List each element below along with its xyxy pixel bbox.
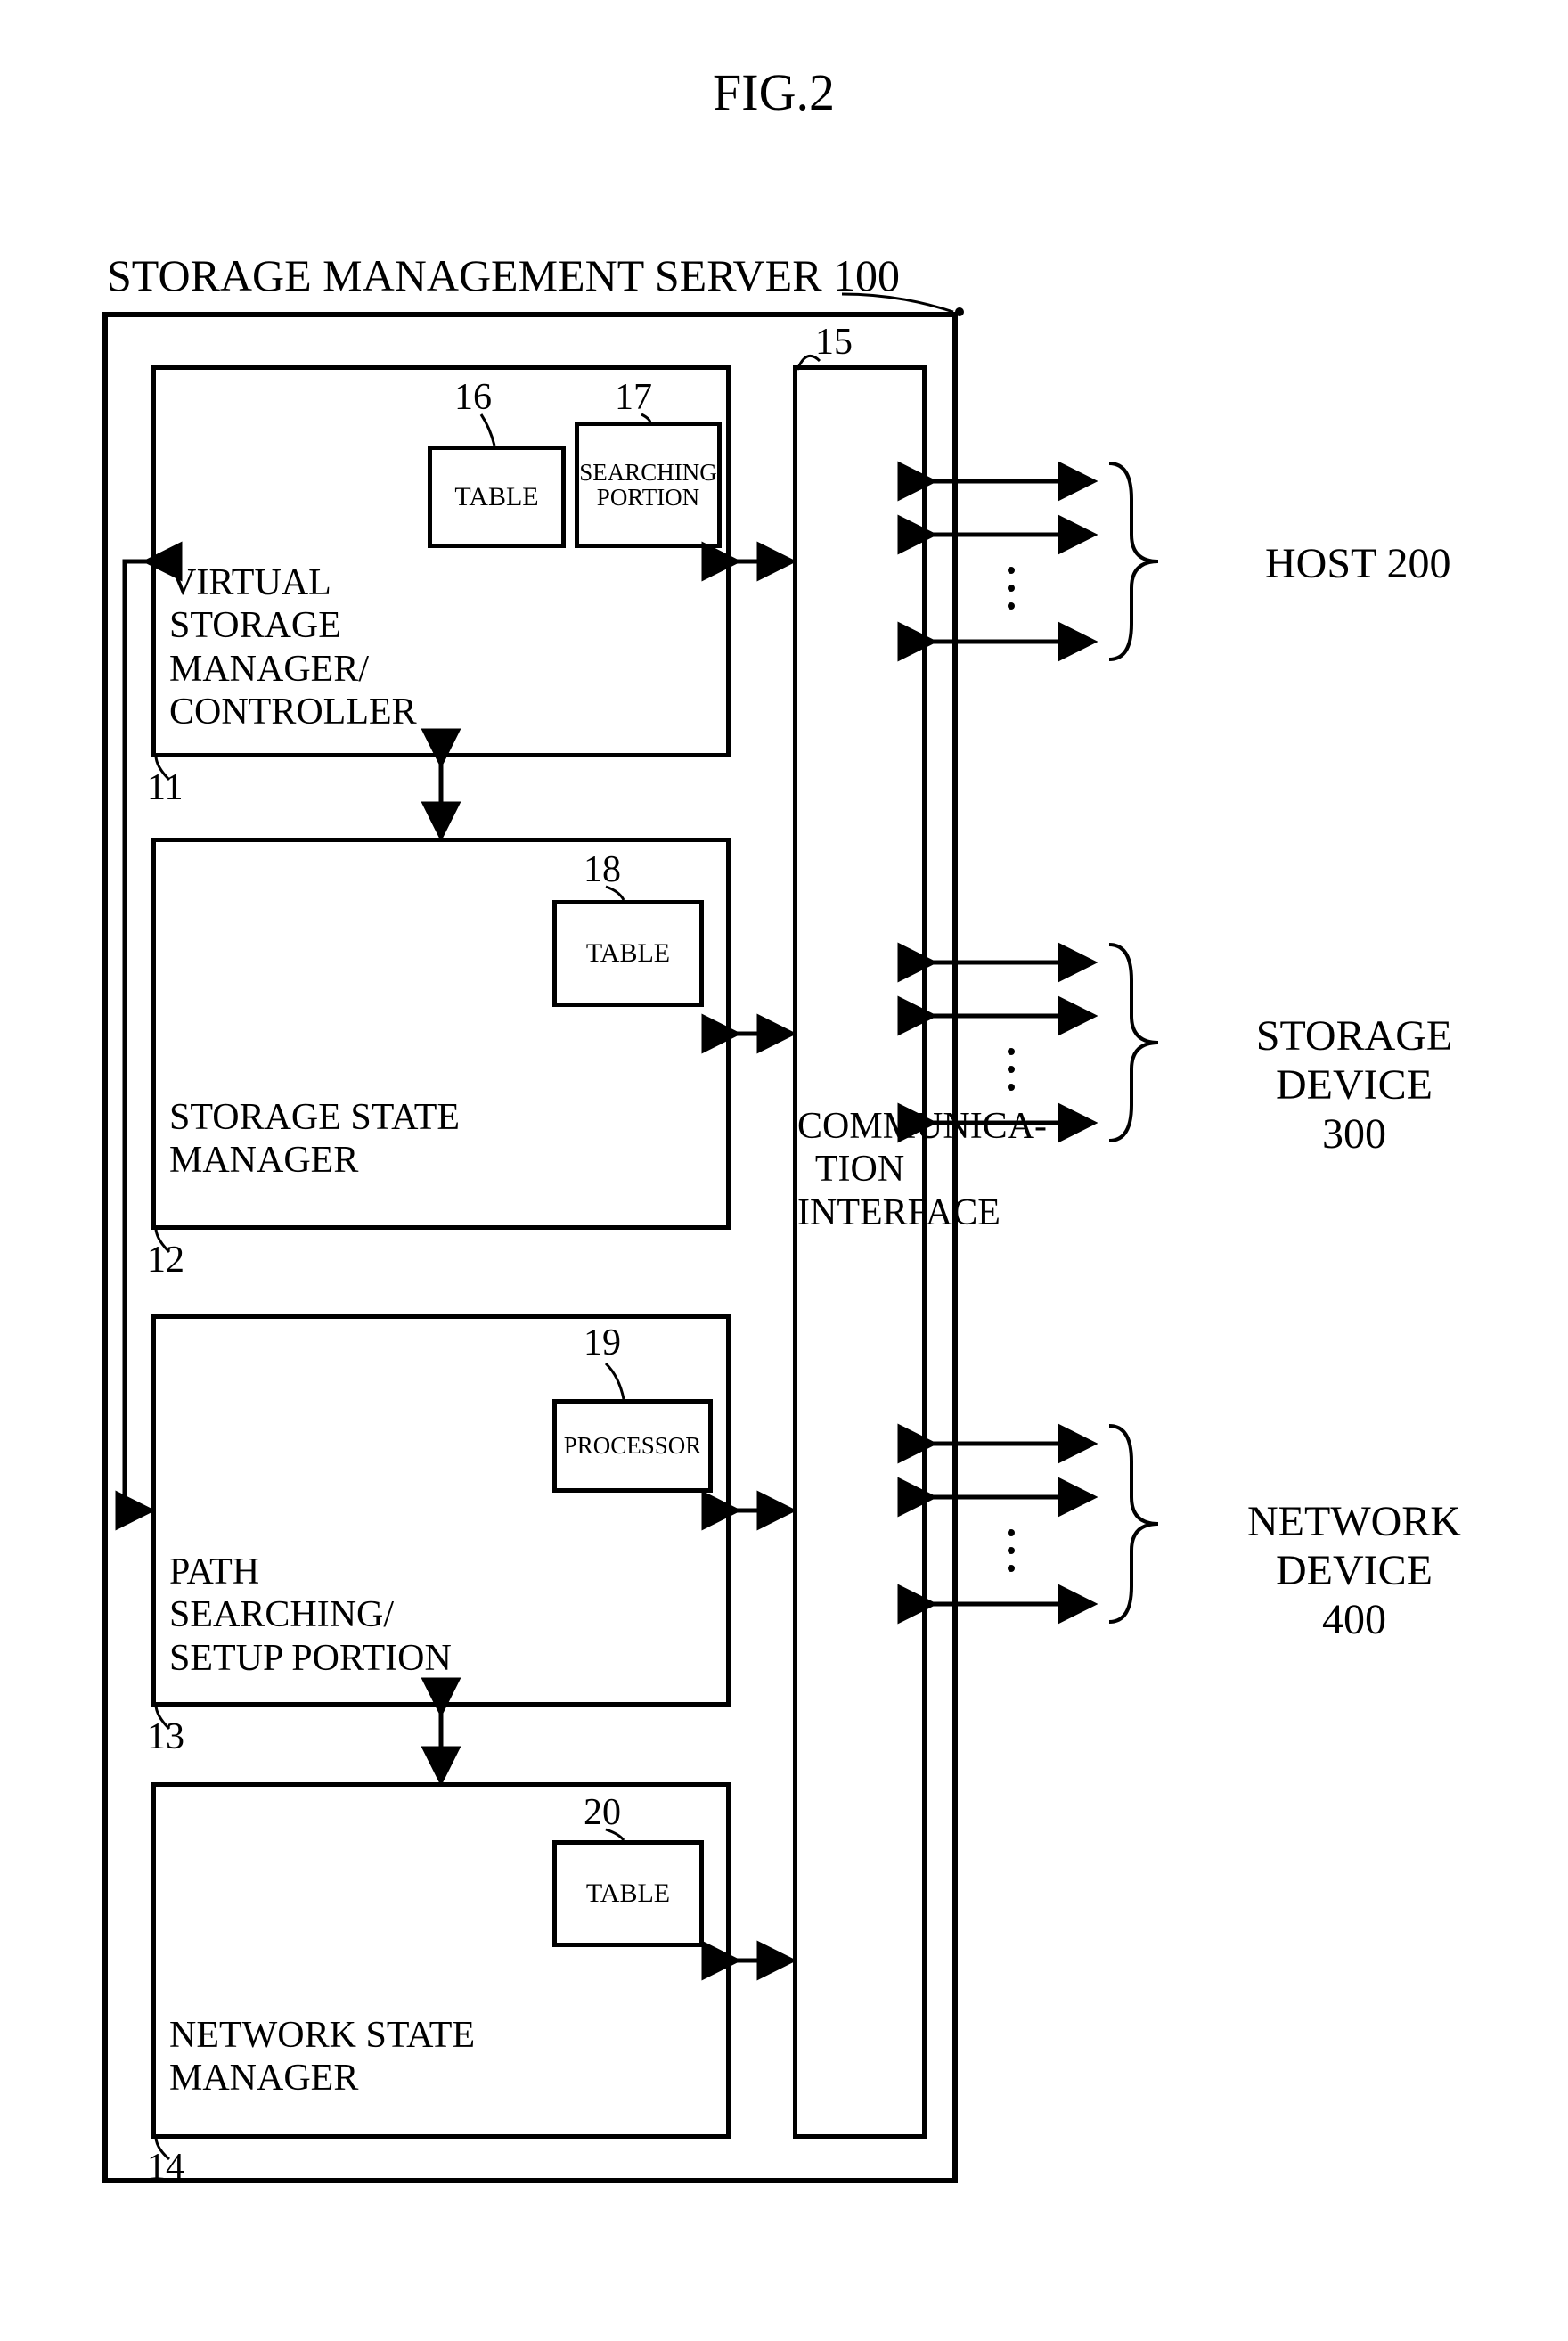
path-processor-box: PROCESSOR [552,1399,713,1493]
ref-19: 19 [584,1322,621,1364]
ref-14: 14 [147,2146,184,2189]
network-device-label: NETWORK DEVICE 400 [1167,1497,1541,1645]
server-title: STORAGE MANAGEMENT SERVER 100 [107,250,900,301]
dot-outer-corner [955,307,964,316]
ssm-table-box: TABLE [552,900,704,1007]
ref-20: 20 [584,1791,621,1834]
ref-16: 16 [454,376,492,419]
ref-11: 11 [147,766,183,809]
comm-label: COMMUNICA- TION INTERFACE [797,1105,922,1234]
ssm-label: STORAGE STATE MANAGER [169,1096,543,1183]
host-label: HOST 200 [1265,539,1450,588]
nsm-label: NETWORK STATE MANAGER [169,2014,561,2100]
storage-device-label: STORAGE DEVICE 300 [1176,1011,1532,1159]
vsm-table-box: TABLE [428,446,566,548]
ref-15: 15 [815,321,853,364]
figure-title: FIG.2 [713,62,835,122]
ref-17: 17 [615,376,652,419]
communication-interface-box [793,365,927,2139]
ref-13: 13 [147,1715,184,1758]
vsm-label: VIRTUAL STORAGE MANAGER/ CONTROLLER [169,561,463,733]
diagram-canvas: FIG.2 STORAGE MANAGEMENT SERVER 100 VIRT… [36,36,1532,2305]
path-label: PATH SEARCHING/ SETUP PORTION [169,1551,543,1680]
vsm-searching-portion-box: SEARCHING PORTION [575,422,722,548]
ref-18: 18 [584,848,621,891]
nsm-table-box: TABLE [552,1840,704,1947]
ref-12: 12 [147,1239,184,1281]
